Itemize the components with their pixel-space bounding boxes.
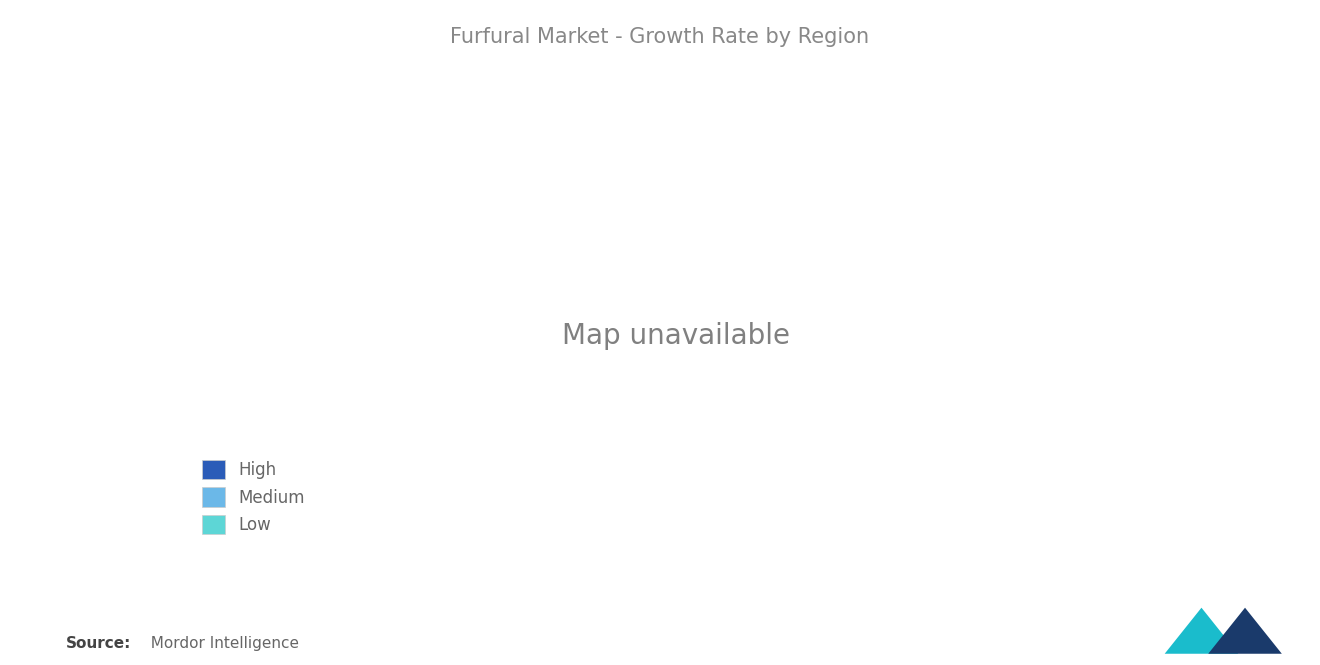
Text: Source:: Source: bbox=[66, 636, 132, 652]
Text: Mordor Intelligence: Mordor Intelligence bbox=[141, 636, 300, 652]
Text: Furfural Market - Growth Rate by Region: Furfural Market - Growth Rate by Region bbox=[450, 27, 870, 47]
Polygon shape bbox=[1164, 608, 1238, 654]
Polygon shape bbox=[1208, 608, 1282, 654]
Text: Map unavailable: Map unavailable bbox=[562, 322, 791, 350]
Legend: High, Medium, Low: High, Medium, Low bbox=[194, 452, 314, 543]
